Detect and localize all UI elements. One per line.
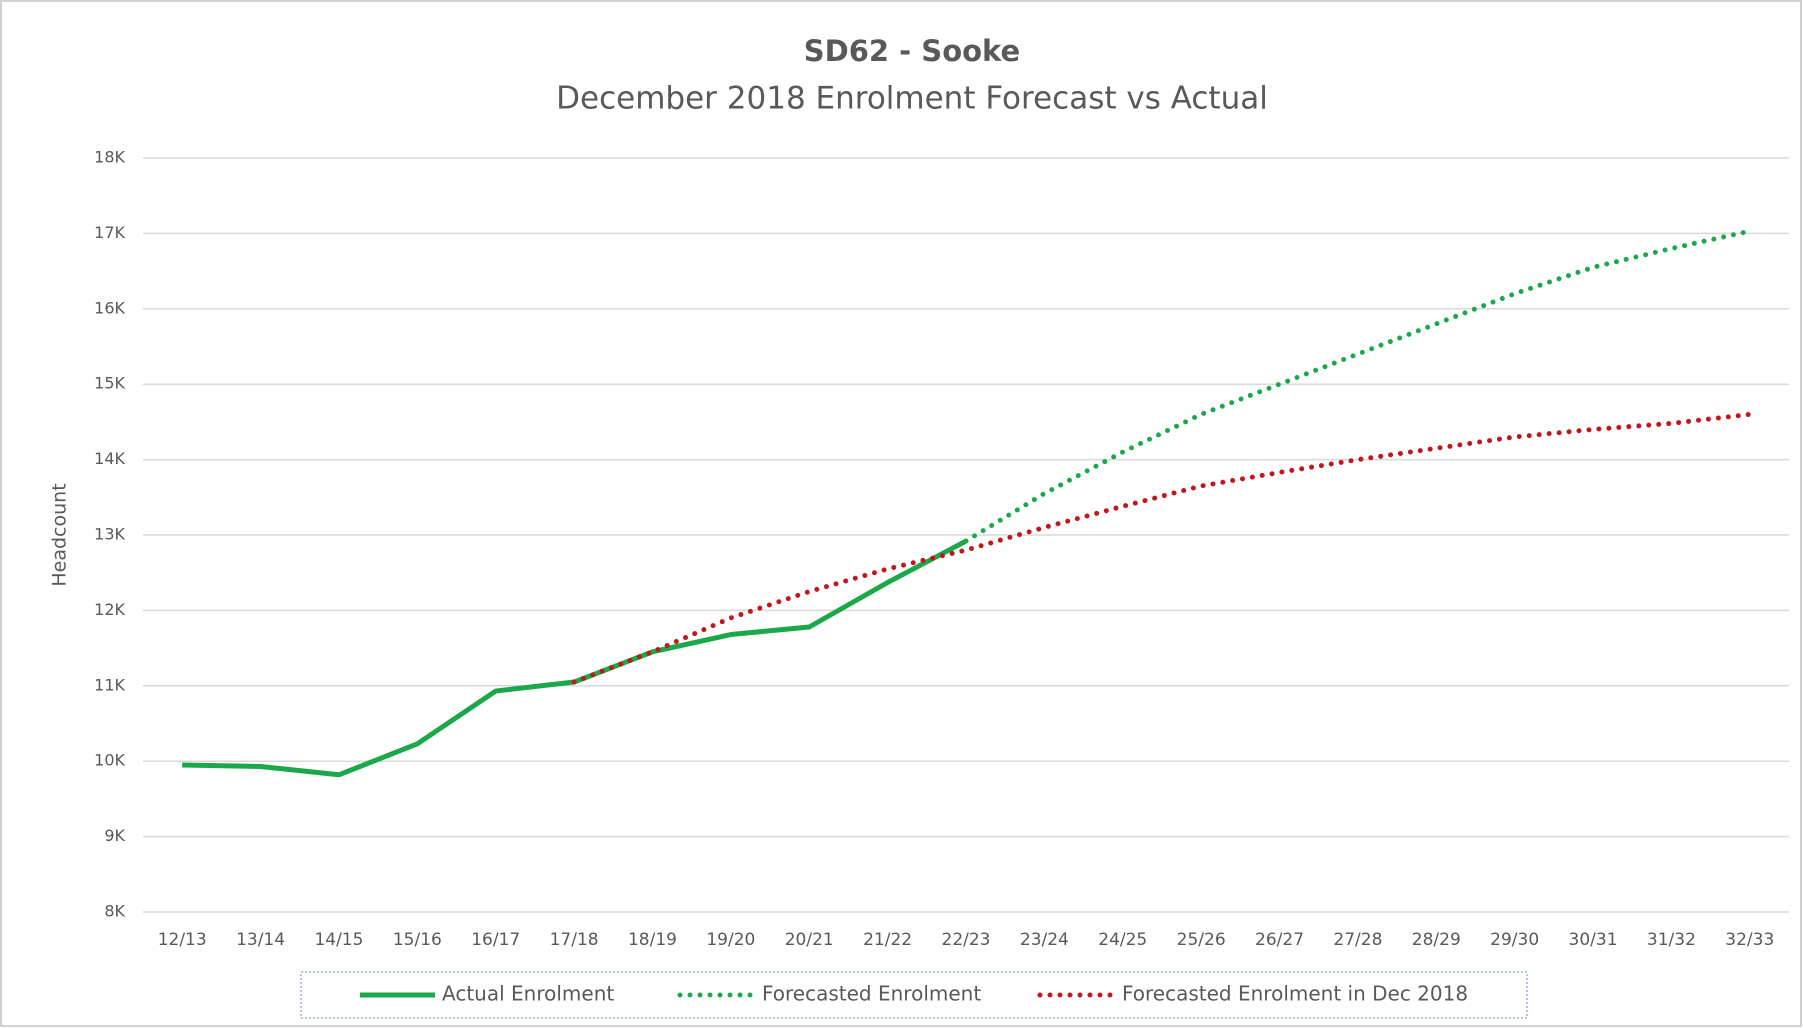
x-tick-label: 23/24 bbox=[1020, 930, 1069, 950]
y-tick-label: 17K bbox=[94, 223, 125, 242]
x-tick-label: 22/23 bbox=[942, 930, 991, 950]
x-tick-label: 30/31 bbox=[1569, 930, 1618, 950]
x-tick-label: 17/18 bbox=[550, 930, 599, 950]
x-tick-label: 14/15 bbox=[314, 930, 363, 950]
y-tick-label: 13K bbox=[94, 525, 125, 544]
x-tick-label: 18/19 bbox=[628, 930, 677, 950]
y-tick-label: 18K bbox=[94, 148, 125, 167]
x-tick-label: 20/21 bbox=[785, 930, 834, 950]
x-tick-label: 31/32 bbox=[1647, 930, 1696, 950]
series-line bbox=[963, 228, 1753, 544]
x-tick-label: 32/33 bbox=[1725, 930, 1774, 950]
x-tick-label: 13/14 bbox=[236, 930, 285, 950]
legend-label: Actual Enrolment bbox=[442, 982, 614, 1006]
x-tick-label: 24/25 bbox=[1098, 930, 1147, 950]
legend-box bbox=[300, 971, 1528, 1019]
y-tick-label: 11K bbox=[94, 675, 125, 694]
y-tick-label: 14K bbox=[94, 449, 125, 468]
x-tick-label: 16/17 bbox=[471, 930, 520, 950]
x-tick-label: 25/26 bbox=[1177, 930, 1226, 950]
x-tick-label: 29/30 bbox=[1490, 930, 1539, 950]
chart-title: SD62 - Sooke bbox=[804, 34, 1020, 68]
y-tick-label: 16K bbox=[94, 298, 125, 317]
legend-label: Forecasted Enrolment bbox=[762, 982, 981, 1006]
legend-label: Forecasted Enrolment in Dec 2018 bbox=[1122, 982, 1468, 1006]
y-tick-label: 8K bbox=[104, 902, 125, 921]
chart-subtitle: December 2018 Enrolment Forecast vs Actu… bbox=[556, 81, 1268, 117]
x-tick-label: 19/20 bbox=[706, 930, 755, 950]
y-tick-label: 10K bbox=[94, 751, 125, 770]
series-line bbox=[571, 411, 1753, 685]
x-tick-label: 12/13 bbox=[158, 930, 207, 950]
x-tick-label: 21/22 bbox=[863, 930, 912, 950]
x-tick-label: 27/28 bbox=[1333, 930, 1382, 950]
y-tick-label: 12K bbox=[94, 600, 125, 619]
x-tick-label: 28/29 bbox=[1412, 930, 1461, 950]
x-tick-label: 26/27 bbox=[1255, 930, 1304, 950]
y-tick-label: 9K bbox=[104, 826, 125, 845]
y-tick-label: 15K bbox=[94, 374, 125, 393]
x-tick-label: 15/16 bbox=[393, 930, 442, 950]
y-axis-label: Headcount bbox=[49, 483, 71, 586]
